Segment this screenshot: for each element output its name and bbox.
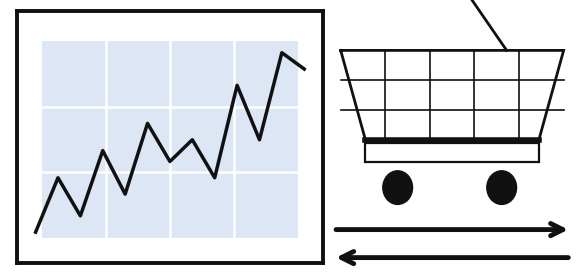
Bar (365, 143, 539, 162)
Circle shape (487, 171, 517, 204)
Bar (41, 41, 298, 238)
Circle shape (383, 171, 412, 204)
